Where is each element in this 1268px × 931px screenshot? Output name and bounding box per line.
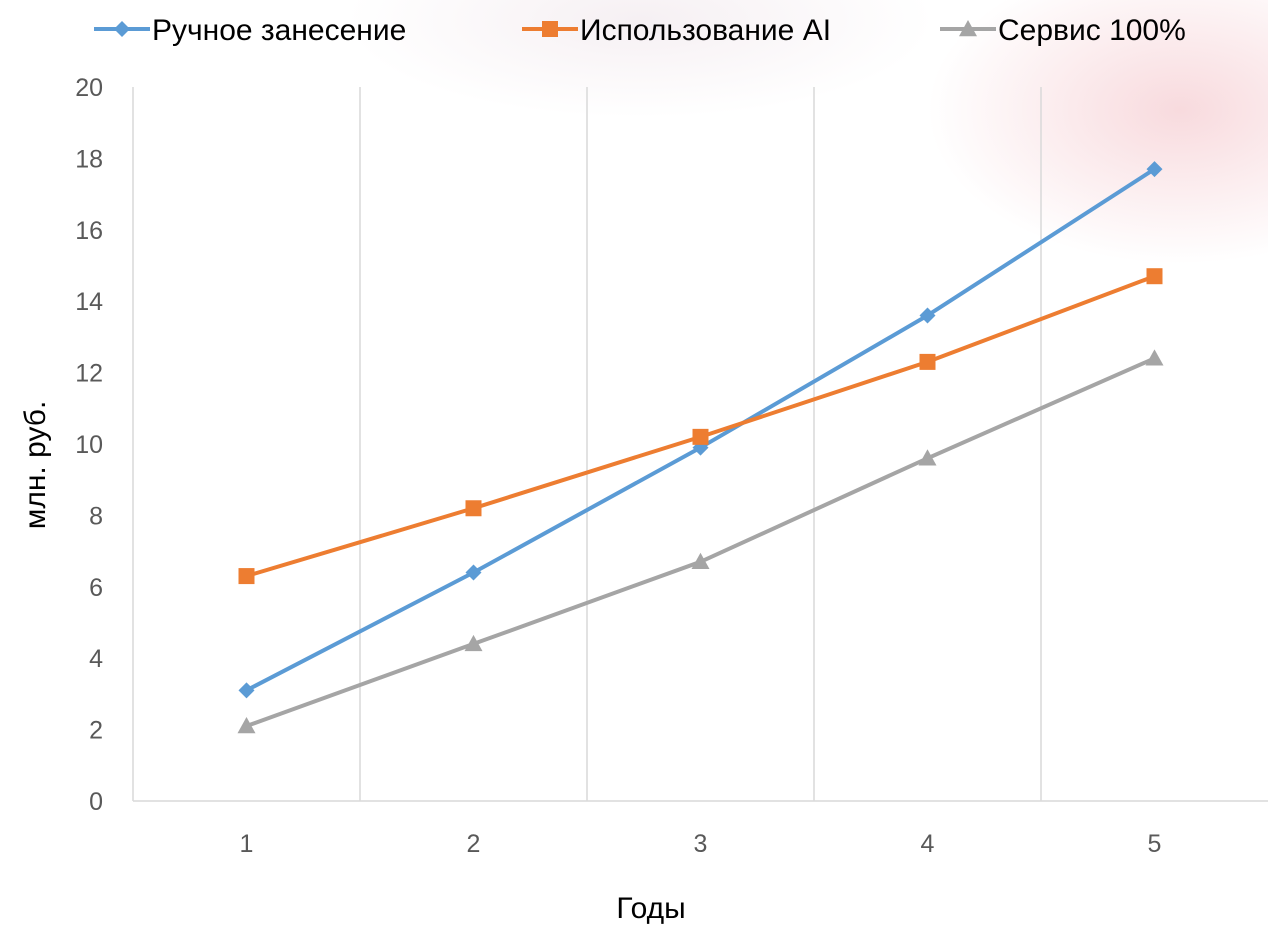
- data-point: [238, 682, 255, 699]
- legend-marker: [959, 20, 977, 37]
- y-tick-label: 18: [75, 145, 103, 173]
- legend-label: Сервис 100%: [998, 14, 1186, 47]
- y-tick-label: 8: [89, 502, 103, 530]
- legend-label: Использование AI: [580, 14, 831, 47]
- series-line: [245, 274, 1156, 579]
- y-axis-title: млн. руб.: [19, 401, 52, 530]
- data-point: [1145, 349, 1164, 366]
- data-point: [465, 564, 482, 581]
- series-2: [238, 268, 1163, 585]
- axes: [132, 87, 1268, 802]
- data-point: [919, 353, 936, 370]
- data-point: [692, 428, 709, 445]
- y-tick-label: 20: [75, 74, 103, 102]
- legend-item: Использование AI: [522, 14, 831, 47]
- legend: Ручное занесение Использование AI Сервис 1…: [94, 14, 1186, 47]
- data-point: [918, 449, 937, 466]
- legend-item: Ручное занесение: [94, 14, 406, 47]
- legend-marker: [542, 21, 558, 37]
- y-tick-label: 0: [89, 788, 103, 816]
- y-tick-label: 14: [75, 288, 103, 316]
- series-group: [237, 161, 1164, 734]
- grid-lines: [359, 87, 1042, 801]
- legend-marker: [114, 21, 130, 37]
- x-axis-title: Годы: [616, 892, 685, 925]
- y-tick-label: 2: [89, 717, 103, 745]
- y-tick-label: 6: [89, 574, 103, 602]
- x-tick-label: 5: [1148, 830, 1162, 858]
- series-3: [237, 349, 1164, 734]
- y-tick-label: 4: [89, 645, 103, 673]
- legend-item: Сервис 100%: [940, 14, 1186, 47]
- data-point: [1146, 161, 1163, 178]
- data-point: [237, 717, 256, 734]
- legend-label: Ручное занесение: [152, 14, 406, 47]
- x-tick-label: 4: [921, 830, 935, 858]
- data-point: [464, 634, 483, 652]
- data-point: [1146, 268, 1163, 285]
- y-tick-labels: 0 2 4 6 8 10 12 14 16 18 20: [75, 74, 103, 816]
- y-tick-label: 12: [75, 360, 103, 388]
- series-line: [245, 356, 1156, 728]
- y-tick-label: 10: [75, 431, 103, 459]
- data-point: [238, 568, 255, 585]
- x-tick-label: 1: [240, 830, 254, 858]
- x-tick-label: 3: [694, 830, 708, 858]
- y-tick-label: 16: [75, 217, 103, 245]
- x-tick-label: 2: [467, 830, 481, 858]
- x-tick-labels: 1 2 3 4 5: [240, 830, 1162, 858]
- data-point: [691, 552, 710, 570]
- data-point: [919, 307, 936, 324]
- data-point: [465, 500, 482, 517]
